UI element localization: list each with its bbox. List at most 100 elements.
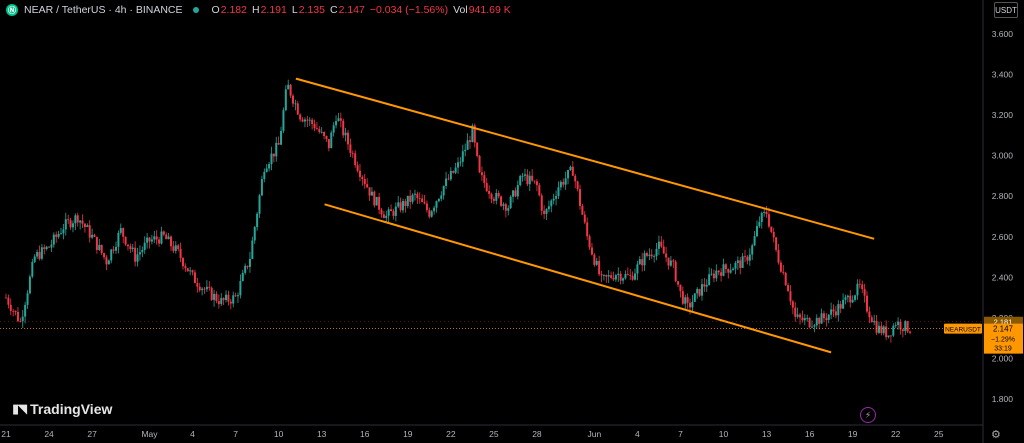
candle-body: [523, 174, 526, 176]
candle-body: [26, 293, 29, 305]
candle-body: [48, 246, 51, 248]
candle-body: [186, 268, 189, 272]
candle-body: [906, 321, 909, 332]
symbol-title[interactable]: NEAR / TetherUS · 4h · BINANCE: [24, 4, 183, 16]
candle-body: [107, 260, 110, 265]
candle-body: [421, 198, 424, 203]
candle-body: [839, 304, 842, 309]
candle-body: [882, 326, 885, 334]
candle-body: [698, 288, 701, 296]
candle-body: [330, 132, 333, 149]
candle-body: [779, 262, 782, 272]
candle-body: [767, 214, 770, 227]
candle-body: [567, 170, 570, 179]
candle-body: [299, 114, 302, 120]
candle-body: [576, 181, 579, 190]
candle-body: [332, 125, 335, 133]
candle-body: [409, 195, 412, 202]
low-value: 2.135: [298, 4, 325, 16]
candle-body: [91, 234, 94, 238]
candle-body: [138, 252, 141, 255]
candle-body: [631, 275, 634, 280]
candle-body: [753, 236, 756, 246]
candle-body: [538, 185, 541, 196]
candle-body: [813, 325, 816, 327]
candle-body: [655, 248, 658, 257]
candle-body: [236, 295, 239, 297]
candle-body: [232, 295, 235, 304]
candle-body: [88, 225, 91, 238]
candle-body: [715, 270, 718, 279]
candle-body: [854, 295, 857, 300]
candle-body: [856, 283, 859, 296]
currency-button[interactable]: USDT: [994, 2, 1018, 18]
candle-body: [480, 172, 483, 176]
candle-body: [179, 248, 182, 259]
candle-body: [806, 318, 809, 319]
candle-body: [641, 259, 644, 266]
candle-body: [210, 287, 213, 300]
tradingview-logo[interactable]: ▮◥ TradingView: [12, 401, 112, 417]
candle-body: [818, 317, 821, 324]
candle-body: [129, 246, 132, 250]
candle-body: [239, 281, 242, 296]
candle-body: [315, 128, 318, 130]
candle-body: [9, 304, 12, 311]
resistance-trendline[interactable]: [295, 77, 875, 240]
high-label: H: [251, 4, 260, 16]
candle-body: [397, 202, 400, 207]
lightning-icon[interactable]: ⚡: [860, 407, 876, 423]
candle-body: [722, 264, 725, 276]
candle-body: [12, 310, 15, 312]
price-tag-value: 2.147: [993, 325, 1014, 334]
candle-body: [653, 256, 656, 257]
candle-body: [909, 331, 912, 333]
candle-body: [167, 236, 170, 240]
candle-body: [24, 304, 27, 317]
candle-body: [485, 183, 488, 192]
candle-body: [55, 234, 58, 237]
candle-body: [700, 284, 703, 296]
candle-body: [598, 260, 601, 275]
candle-body: [547, 206, 550, 210]
x-tick-label: 25: [489, 429, 499, 439]
x-tick-label: 16: [360, 429, 370, 439]
y-tick-label: 1.800: [992, 394, 1014, 404]
candle-body: [741, 256, 744, 268]
candle-body: [311, 119, 314, 124]
candle-body: [131, 247, 134, 250]
candle-body: [593, 254, 596, 265]
candle-body: [605, 274, 608, 277]
candle-body: [837, 304, 840, 316]
candle-body: [378, 196, 381, 210]
candle-body: [705, 284, 708, 287]
candle-body: [399, 202, 402, 211]
logo-text: TradingView: [30, 401, 113, 417]
candle-body: [301, 119, 304, 122]
candle-body: [416, 193, 419, 199]
candle-body: [115, 246, 118, 251]
candle-body: [366, 184, 369, 188]
candle-body: [323, 131, 326, 136]
candle-body: [294, 103, 297, 105]
candle-body: [86, 225, 89, 228]
candle-body: [36, 252, 39, 257]
candle-body: [344, 132, 347, 136]
x-tick-label: 21: [1, 429, 11, 439]
candle-body: [112, 249, 115, 251]
candle-body: [141, 249, 144, 253]
candle-body: [564, 178, 567, 185]
candle-body: [468, 140, 471, 142]
support-trendline[interactable]: [324, 203, 832, 354]
candle-body: [545, 209, 548, 214]
candle-body: [710, 273, 713, 275]
candle-body: [899, 321, 902, 330]
candle-body: [335, 120, 338, 126]
x-tick-label: 22: [891, 429, 901, 439]
candle-body: [796, 314, 799, 317]
settings-gear-icon[interactable]: ⚙: [991, 429, 1001, 441]
candle-body: [181, 258, 184, 267]
near-coin-icon: Ⓝ: [6, 4, 18, 16]
candle-body: [846, 295, 849, 298]
